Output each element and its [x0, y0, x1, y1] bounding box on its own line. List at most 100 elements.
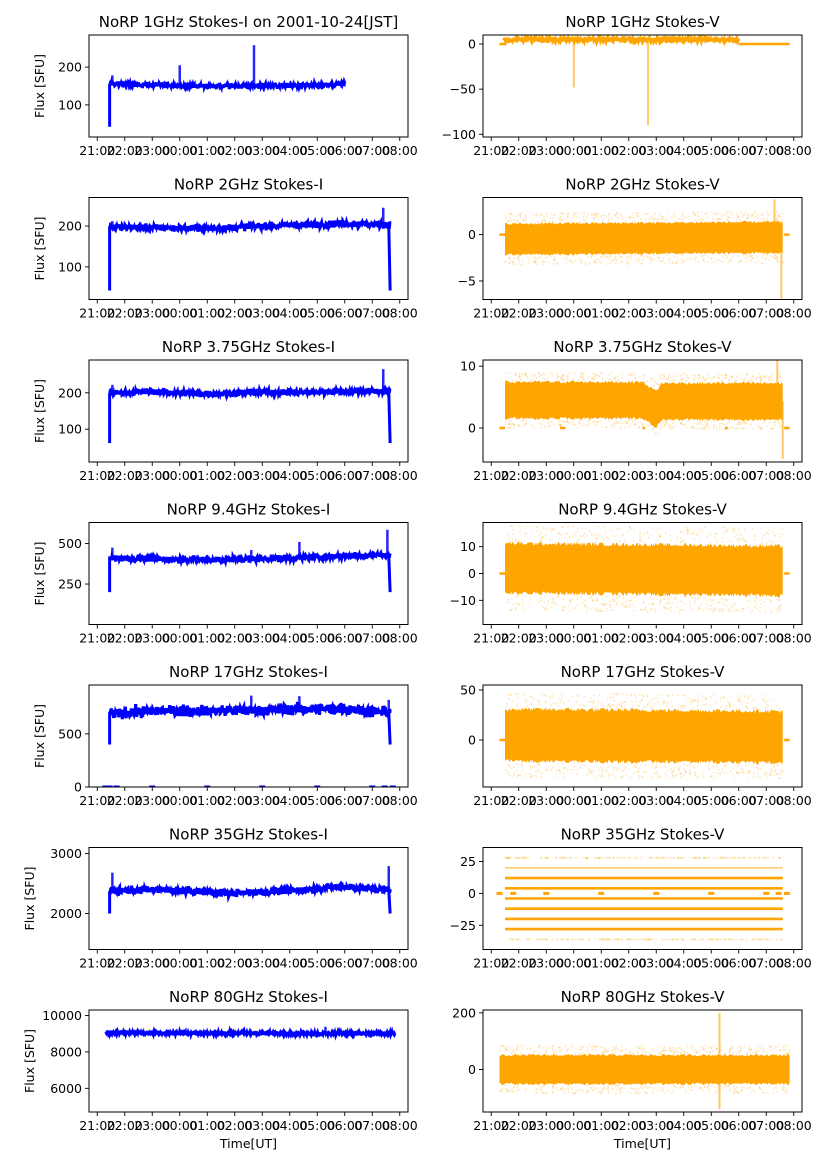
data-point	[624, 541, 627, 544]
stokes-i-trace	[108, 76, 347, 94]
data-point	[607, 938, 610, 941]
data-point	[552, 766, 554, 769]
data-point	[727, 217, 730, 219]
data-point	[729, 1048, 732, 1051]
data-point	[763, 376, 765, 379]
data-point	[614, 379, 616, 381]
axes-frame	[88, 197, 409, 300]
data-point	[742, 538, 745, 541]
data-point	[636, 1046, 639, 1049]
data-point	[572, 535, 574, 538]
data-point	[763, 218, 766, 220]
data-point	[622, 775, 624, 778]
data-point	[620, 215, 622, 217]
data-point	[637, 426, 640, 429]
data-point	[508, 536, 510, 539]
data-point	[681, 600, 683, 603]
stokes-v-band	[505, 541, 783, 598]
x-tick-label: 05:00	[299, 956, 335, 971]
data-point	[643, 376, 645, 379]
y-tick-label: 10	[460, 539, 476, 554]
data-point	[538, 1046, 540, 1049]
data-point	[613, 600, 616, 602]
data-point	[774, 534, 776, 537]
data-point	[681, 707, 683, 709]
data-point	[519, 540, 521, 542]
data-point	[601, 701, 603, 704]
data-point	[639, 538, 641, 541]
subplot-title: NoRP 9.4GHz Stokes-I	[167, 501, 331, 519]
data-point	[700, 1046, 703, 1048]
data-point	[587, 422, 590, 425]
data-point	[583, 1051, 585, 1054]
data-point	[729, 695, 732, 698]
data-point	[659, 856, 662, 859]
data-point	[773, 257, 776, 260]
data-point	[751, 528, 754, 531]
data-point	[560, 424, 562, 427]
data-point	[651, 602, 654, 605]
data-point	[733, 603, 735, 606]
data-point	[546, 856, 549, 859]
data-point	[518, 423, 521, 426]
data-point	[680, 938, 683, 941]
data-point	[600, 1091, 603, 1094]
data-point	[560, 856, 562, 859]
data-point	[583, 764, 586, 767]
data-point	[546, 422, 549, 424]
y-tick-label: 100	[58, 422, 82, 437]
data-point	[736, 938, 739, 941]
data-point	[709, 1052, 711, 1055]
data-point	[747, 380, 750, 383]
data-point	[540, 599, 543, 602]
data-point	[712, 1049, 714, 1052]
data-point	[694, 774, 696, 777]
data-point	[687, 533, 689, 535]
data-point	[607, 1092, 610, 1094]
data-point	[696, 700, 699, 702]
data-point	[726, 211, 729, 214]
data-point	[570, 1044, 573, 1047]
data-point	[588, 419, 590, 422]
data-point	[729, 703, 731, 706]
data-point	[512, 261, 515, 263]
data-point	[556, 938, 558, 941]
data-point	[683, 694, 685, 697]
data-point	[664, 765, 666, 768]
data-point	[633, 423, 636, 426]
data-point	[670, 768, 672, 770]
data-point	[533, 765, 536, 768]
data-point	[749, 1049, 751, 1051]
data-point	[608, 257, 610, 260]
data-point	[545, 700, 547, 703]
data-point	[754, 706, 757, 708]
data-point	[756, 938, 759, 941]
data-point	[511, 1088, 514, 1091]
data-point	[706, 1085, 709, 1088]
data-point	[513, 771, 515, 774]
x-tick-label: 21:00	[79, 956, 115, 971]
data-point	[686, 528, 689, 531]
data-point	[622, 597, 624, 599]
data-point	[665, 421, 668, 424]
data-point	[679, 772, 681, 775]
data-point	[746, 706, 748, 709]
data-point	[747, 378, 749, 381]
data-point	[661, 426, 663, 429]
data-point	[642, 938, 645, 941]
data-point	[683, 424, 685, 426]
data-point	[583, 599, 585, 602]
data-point	[694, 219, 696, 222]
data-point	[681, 259, 684, 262]
data-point	[656, 776, 659, 779]
data-point	[580, 1089, 583, 1091]
data-point	[538, 694, 541, 697]
data-point	[562, 762, 564, 765]
stokes-v-band	[505, 220, 783, 256]
data-point	[563, 213, 566, 215]
data-point	[612, 598, 615, 601]
data-point	[534, 261, 537, 264]
data-point	[543, 602, 546, 604]
data-point	[764, 694, 766, 697]
data-point	[638, 1047, 641, 1050]
